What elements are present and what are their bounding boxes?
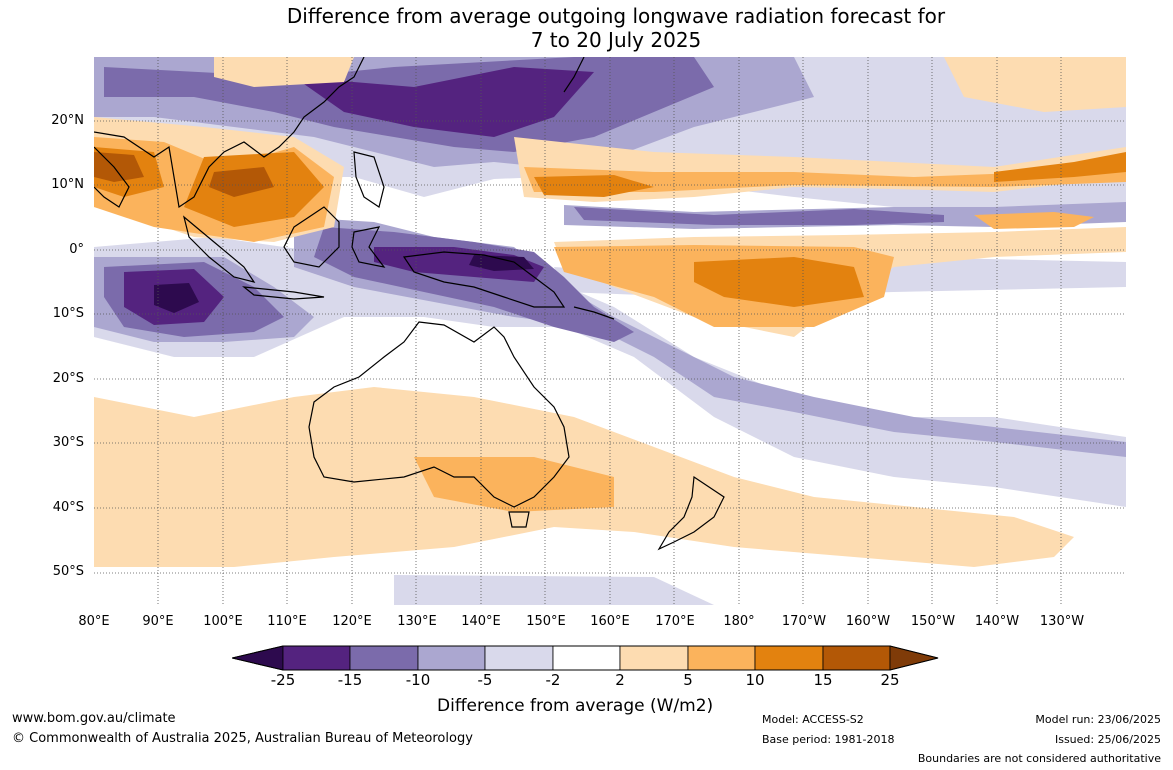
india-coast xyxy=(94,146,130,208)
title-line-2: 7 to 20 July 2025 xyxy=(530,28,702,52)
colorbar-tick: 2 xyxy=(615,671,625,689)
colorbar-tick: 5 xyxy=(683,671,693,689)
anomaly-region xyxy=(214,57,354,87)
australia-coast xyxy=(308,321,570,508)
model-text: Model: ACCESS-S2 xyxy=(762,713,864,726)
colorbar-tick: -15 xyxy=(337,671,363,689)
sumatra-coast xyxy=(182,215,256,283)
colorbar-segment xyxy=(417,645,486,671)
colorbar-tick: 25 xyxy=(880,671,900,689)
disclaimer-text: Boundaries are not considered authoritat… xyxy=(917,752,1161,765)
anomaly-region xyxy=(994,152,1126,182)
base-period-text: Base period: 1981-2018 xyxy=(762,733,895,746)
colorbar-segment xyxy=(552,645,621,671)
anomaly-region xyxy=(524,157,1126,192)
colorbar-tick: -2 xyxy=(545,671,561,689)
lon-label: 130°W xyxy=(1039,614,1085,629)
anomaly-region xyxy=(944,57,1126,112)
colorbar-segment xyxy=(232,645,284,671)
map-svg xyxy=(94,57,1126,605)
anomaly-region xyxy=(209,167,274,197)
anomaly-region xyxy=(414,457,614,512)
colorbar-segment xyxy=(822,645,891,671)
new-guinea-coast xyxy=(402,251,566,308)
anomaly-region xyxy=(294,67,594,137)
anomaly-region xyxy=(574,207,944,225)
colorbar-segment xyxy=(484,645,554,671)
lon-label: 160°W xyxy=(845,614,891,629)
java-coast xyxy=(242,286,325,300)
anomaly-region xyxy=(154,283,199,313)
issued-text: Issued: 25/06/2025 xyxy=(1054,733,1161,746)
lat-label: 20°S xyxy=(52,371,84,386)
colorbar-segment xyxy=(754,645,824,671)
japan-coast xyxy=(563,57,585,93)
asia-coast xyxy=(94,57,365,209)
anomaly-region xyxy=(694,257,864,307)
coastlines xyxy=(94,57,725,551)
graticule xyxy=(94,57,1126,605)
model-run-text: Model run: 23/06/2025 xyxy=(1035,713,1161,726)
anomaly-region xyxy=(94,237,1126,507)
lon-label: 160°E xyxy=(590,614,630,629)
lat-label: 10°N xyxy=(51,177,84,192)
colorbar-segment xyxy=(619,645,689,671)
lon-label: 80°E xyxy=(78,614,110,629)
chart-title: Difference from average outgoing longwav… xyxy=(0,4,1173,52)
lon-label: 150°E xyxy=(526,614,566,629)
lat-label: 10°S xyxy=(52,306,84,321)
colorbar-tick: 15 xyxy=(813,671,833,689)
copyright-text: © Commonwealth of Australia 2025, Austra… xyxy=(12,731,473,746)
lon-label: 140°W xyxy=(974,614,1020,629)
colorbar-segment xyxy=(282,645,351,671)
anomaly-region xyxy=(974,212,1094,229)
colorbar-segment xyxy=(889,645,939,671)
colorbar-segment xyxy=(349,645,419,671)
olr-anomaly-map xyxy=(94,57,1126,605)
lat-label: 0° xyxy=(69,242,84,257)
colorbar-tick: 10 xyxy=(745,671,765,689)
lon-label: 150°W xyxy=(910,614,956,629)
lat-label: 50°S xyxy=(52,564,84,579)
lon-label: 110°E xyxy=(267,614,307,629)
borneo-coast xyxy=(283,206,340,268)
colorbar-tick: -5 xyxy=(477,671,493,689)
lat-label: 40°S xyxy=(52,500,84,515)
lat-label: 30°S xyxy=(52,435,84,450)
sulawesi-coast xyxy=(351,226,386,268)
colorbar-tick: -25 xyxy=(270,671,296,689)
lon-label: 130°E xyxy=(397,614,437,629)
title-line-1: Difference from average outgoing longwav… xyxy=(286,4,946,28)
anomaly-region xyxy=(469,255,534,271)
lon-label: 100°E xyxy=(203,614,243,629)
lon-label: 180° xyxy=(723,614,755,629)
lon-label: 170°E xyxy=(655,614,695,629)
lon-label: 140°E xyxy=(461,614,501,629)
colorbar-segment xyxy=(687,645,756,671)
lon-label: 170°W xyxy=(781,614,827,629)
lon-label: 90°E xyxy=(142,614,174,629)
tasmania-coast xyxy=(508,511,530,528)
colorbar-tick: -10 xyxy=(405,671,431,689)
bom-url[interactable]: www.bom.gov.au/climate xyxy=(12,711,176,726)
new-zealand-coast xyxy=(657,475,725,551)
colorbar xyxy=(232,645,939,671)
philippines-coast xyxy=(353,151,385,208)
colorbar-outline xyxy=(232,645,939,671)
colorbar-label: Difference from average (W/m2) xyxy=(437,696,714,716)
lat-label: 20°N xyxy=(51,113,84,128)
anomaly-region xyxy=(534,175,654,197)
solomon-coast xyxy=(573,306,615,320)
lon-label: 120°E xyxy=(332,614,372,629)
anomaly-region xyxy=(394,575,714,605)
